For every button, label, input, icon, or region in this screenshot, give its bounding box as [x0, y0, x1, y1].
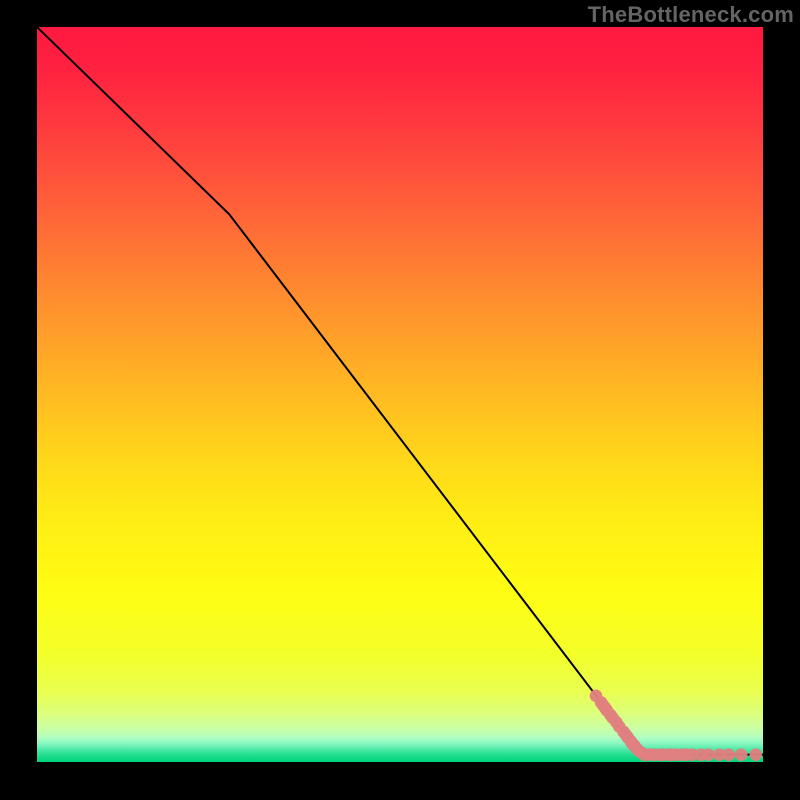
data-marker [749, 748, 762, 761]
chart-background [37, 27, 763, 762]
watermark-text: TheBottleneck.com [588, 2, 794, 28]
data-marker [735, 748, 748, 761]
data-marker [723, 748, 736, 761]
chart-svg [37, 27, 763, 762]
chart-plot-area [37, 27, 763, 762]
data-marker [702, 748, 715, 761]
